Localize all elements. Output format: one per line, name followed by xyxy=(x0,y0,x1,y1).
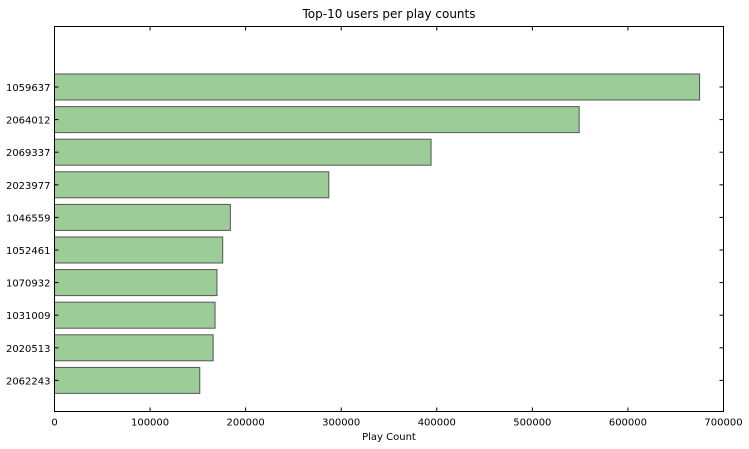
y-tick-label: 1031009 xyxy=(6,311,51,322)
x-tick-label: 600000 xyxy=(609,418,647,429)
bar-2062243 xyxy=(54,366,201,394)
x-tick-label: 500000 xyxy=(513,418,551,429)
y-tick-label: 1052461 xyxy=(6,246,51,257)
y-tick-label: 2069337 xyxy=(6,148,51,159)
x-tick-label: 100000 xyxy=(131,418,169,429)
x-tick-label: 0 xyxy=(51,418,57,429)
x-axis-ticks: 0 100000 200000 300000 400000 500000 600000 700… xyxy=(51,26,743,429)
bar-1031009 xyxy=(54,301,216,329)
y-tick-label: 1070932 xyxy=(6,279,51,290)
bar-1046559 xyxy=(54,203,231,231)
y-tick-label: 2064012 xyxy=(6,116,51,127)
bar-2020513 xyxy=(54,334,214,362)
y-tick-label: 2062243 xyxy=(6,376,51,387)
bar-1052461 xyxy=(54,236,224,264)
y-tick-label: 2023977 xyxy=(6,181,51,192)
bar-1070932 xyxy=(54,269,218,297)
x-tick-label: 300000 xyxy=(322,418,360,429)
bar-1059637 xyxy=(54,73,701,101)
x-axis-label: Play Count xyxy=(362,432,416,443)
y-tick-label: 1046559 xyxy=(6,213,51,224)
plot-frame xyxy=(54,26,724,412)
bar-2069337 xyxy=(54,138,432,166)
x-tick-label: 400000 xyxy=(418,418,456,429)
y-axis-ticks: 1059637 2064012 2069337 2023977 1046559 10524… xyxy=(6,83,724,387)
bar-2023977 xyxy=(54,171,330,199)
chart-title: Top-10 users per play counts xyxy=(302,7,476,21)
y-tick-label: 1059637 xyxy=(6,83,51,94)
x-tick-label: 700000 xyxy=(704,418,742,429)
bars-group xyxy=(54,73,701,394)
x-tick-label: 200000 xyxy=(227,418,265,429)
bar-2064012 xyxy=(54,106,580,134)
y-tick-label: 2020513 xyxy=(6,344,51,355)
